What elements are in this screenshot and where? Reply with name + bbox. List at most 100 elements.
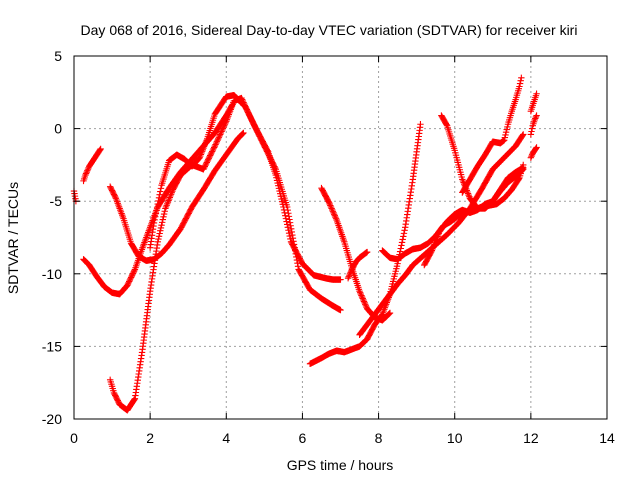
- data-point: [358, 293, 366, 301]
- data-point: [282, 215, 290, 222]
- trace-17: [527, 90, 540, 115]
- trace-1: [70, 187, 80, 205]
- data-point: [201, 141, 208, 149]
- data-point: [154, 200, 161, 208]
- data-point: [400, 230, 408, 237]
- data-point: [327, 203, 335, 211]
- data-point: [286, 232, 293, 240]
- x-tick-label: 12: [523, 430, 539, 446]
- data-point: [239, 130, 246, 137]
- data-point: [429, 245, 436, 253]
- data-point: [222, 119, 229, 126]
- data-point: [215, 135, 222, 142]
- data-point: [337, 276, 344, 283]
- data-point: [431, 241, 438, 248]
- data-point: [356, 288, 363, 295]
- axis-ticks: 0 2 4 6 8 10 12 14 -20 -15 -10 -5 0 5: [42, 48, 615, 446]
- x-tick-label: 10: [447, 430, 463, 446]
- data-point: [209, 146, 217, 154]
- data-point: [264, 147, 271, 154]
- data-point: [238, 131, 246, 138]
- data-point: [213, 139, 220, 147]
- data-point: [163, 202, 170, 209]
- data-point: [358, 292, 365, 299]
- data-point: [398, 239, 406, 246]
- data-point: [243, 106, 250, 113]
- data-point: [328, 205, 335, 212]
- y-tick-label: -5: [50, 193, 63, 209]
- data-point: [346, 270, 354, 277]
- data-point: [200, 166, 207, 173]
- data-point: [166, 194, 174, 201]
- data-point: [84, 166, 92, 173]
- data-point: [167, 192, 174, 200]
- trace-5: [106, 94, 344, 414]
- data-point: [217, 131, 224, 138]
- data-point: [218, 128, 225, 135]
- data-point: [96, 146, 104, 154]
- data-point: [528, 128, 535, 135]
- data-point: [431, 239, 439, 246]
- data-point: [520, 131, 527, 138]
- x-tick-label: 14: [599, 430, 615, 446]
- data-point: [200, 145, 207, 152]
- data-point: [516, 80, 524, 87]
- data-point: [154, 238, 161, 246]
- data-point: [337, 306, 344, 314]
- data-point: [332, 213, 339, 221]
- data-point: [428, 247, 436, 254]
- data-point: [165, 197, 172, 204]
- data-point: [346, 272, 353, 279]
- data-point: [331, 212, 338, 219]
- data-point: [400, 233, 407, 240]
- data-point: [198, 148, 206, 155]
- data-point: [162, 205, 169, 212]
- data-point: [325, 199, 333, 206]
- data-point: [208, 148, 216, 155]
- data-point: [219, 125, 227, 132]
- data-point: [157, 185, 165, 192]
- data-point: [202, 140, 209, 147]
- data-point: [158, 219, 166, 226]
- data-point: [287, 225, 295, 233]
- data-point: [459, 177, 467, 185]
- trace-3: [80, 102, 236, 298]
- data-point: [158, 221, 165, 229]
- trace-10: [356, 131, 527, 338]
- data-point: [285, 227, 292, 234]
- data-point: [84, 167, 91, 174]
- data-point: [332, 215, 340, 222]
- y-tick-label: 0: [54, 121, 62, 137]
- data-point: [344, 274, 352, 282]
- trace-2: [80, 145, 104, 185]
- data-point: [214, 137, 221, 144]
- data-point: [326, 200, 333, 208]
- data-point: [362, 301, 369, 308]
- data-point: [385, 311, 392, 318]
- data-point: [151, 216, 158, 224]
- data-point: [97, 145, 104, 153]
- data-point: [210, 145, 217, 152]
- data-point: [152, 213, 159, 220]
- data-point: [156, 230, 163, 237]
- data-point: [159, 216, 167, 223]
- data-point: [519, 132, 526, 139]
- data-point: [200, 164, 208, 172]
- data-point: [203, 137, 210, 144]
- data-point: [205, 155, 213, 162]
- data-point: [245, 110, 252, 117]
- data-point: [153, 204, 161, 211]
- data-point: [363, 248, 371, 256]
- data-point: [397, 245, 404, 252]
- data-point: [430, 242, 437, 250]
- data-point: [206, 152, 214, 159]
- data-point: [208, 149, 215, 157]
- data-point: [155, 235, 162, 243]
- y-axis-label: SDTVAR / TECUs: [5, 182, 21, 294]
- data-point: [213, 138, 221, 145]
- data-point: [202, 160, 210, 167]
- data-point: [250, 120, 257, 127]
- y-tick-label: -20: [42, 411, 62, 427]
- data-point: [202, 138, 210, 146]
- data-point: [459, 176, 466, 183]
